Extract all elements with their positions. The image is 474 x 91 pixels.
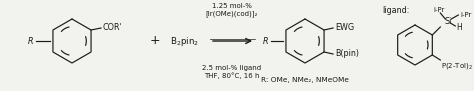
Text: COR': COR' [102,23,122,32]
Text: 2.5 mol-% ligand
THF, 80°C, 16 h: 2.5 mol-% ligand THF, 80°C, 16 h [202,65,262,79]
Text: R: R [27,36,33,46]
Text: B$_2$pin$_2$: B$_2$pin$_2$ [171,34,200,48]
Text: R: R [263,36,268,46]
Text: Si: Si [445,16,452,25]
Text: ligand:: ligand: [382,6,410,15]
Text: B(pin): B(pin) [335,50,359,59]
Text: P(2-Tol)$_2$: P(2-Tol)$_2$ [441,61,473,71]
Text: i-Pr: i-Pr [460,12,472,18]
Text: +: + [150,34,160,48]
Text: 1.25 mol-%
[Ir(OMe)(cod)]₂: 1.25 mol-% [Ir(OMe)(cod)]₂ [206,3,258,17]
Text: EWG: EWG [335,23,354,32]
Text: i-Pr: i-Pr [434,7,445,13]
Text: H: H [456,22,462,31]
Text: R: OMe, NMe₂, NMeOMe: R: OMe, NMe₂, NMeOMe [261,77,349,83]
